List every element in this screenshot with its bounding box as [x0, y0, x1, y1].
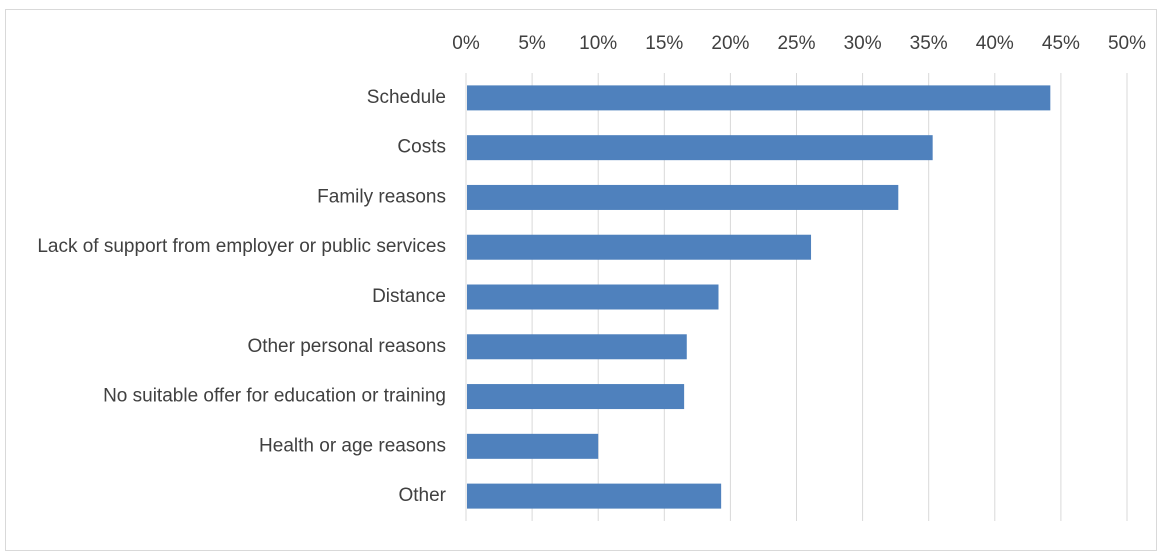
category-labels: Schedule Costs Family reasons Lack of suppo…: [37, 87, 446, 506]
category-label: Costs: [397, 137, 446, 158]
category-label: Other personal reasons: [247, 336, 446, 357]
x-tick-label: 25%: [777, 33, 815, 54]
bars: [467, 85, 1051, 509]
x-tick-label: 50%: [1108, 33, 1146, 54]
bar: [467, 184, 899, 210]
category-label: Family reasons: [317, 186, 446, 207]
bar: [467, 433, 599, 459]
x-tick-label: 0%: [452, 33, 480, 54]
bar: [467, 135, 933, 161]
category-label: No suitable offer for education or train…: [103, 386, 446, 407]
bar: [467, 384, 685, 410]
x-tick-label: 5%: [518, 33, 546, 54]
category-label: Distance: [372, 286, 446, 307]
category-label: Lack of support from employer or public …: [37, 236, 446, 257]
category-label: Schedule: [367, 87, 446, 108]
x-tick-label: 20%: [711, 33, 749, 54]
category-label: Health or age reasons: [259, 435, 446, 456]
x-tick-label: 10%: [579, 33, 617, 54]
x-tick-label: 30%: [844, 33, 882, 54]
bar: [467, 284, 719, 310]
x-tick-label: 40%: [976, 33, 1014, 54]
bar: [467, 483, 722, 509]
bar: [467, 234, 812, 260]
x-tick-label: 45%: [1042, 33, 1080, 54]
bar: [467, 85, 1051, 111]
category-label: Other: [398, 485, 446, 506]
x-tick-label: 35%: [910, 33, 948, 54]
bar: [467, 334, 687, 360]
x-axis-ticks: 0% 5% 10% 15% 20% 25% 30% 35% 40% 45% 50%: [452, 33, 1146, 54]
x-tick-label: 15%: [645, 33, 683, 54]
